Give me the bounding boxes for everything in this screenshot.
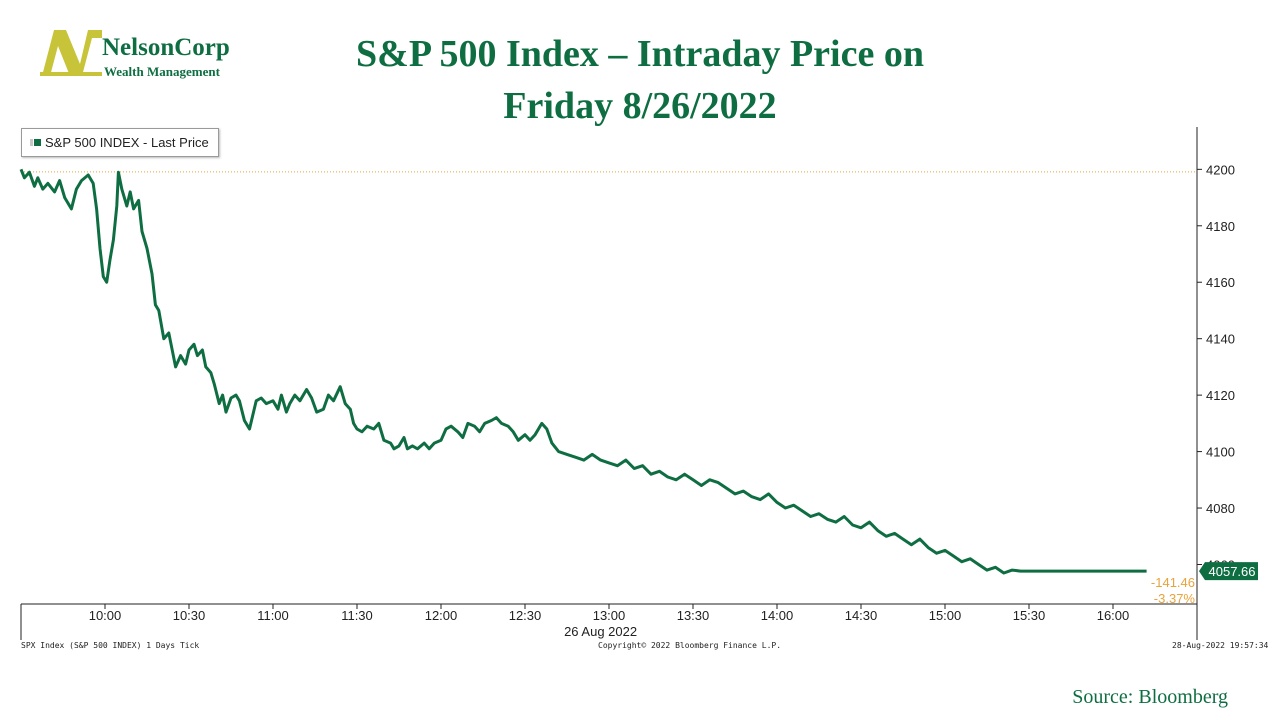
- y-tick-label-4160: 4160: [1206, 275, 1235, 290]
- y-tick-label-4120: 4120: [1206, 388, 1235, 403]
- x-axis-label: 26 Aug 2022: [564, 624, 637, 639]
- chart-plot: [19, 168, 1197, 575]
- y-tick-label-4140: 4140: [1206, 332, 1235, 347]
- x-tick-label-13:00: 13:00: [593, 608, 626, 623]
- chart-title-line2: Friday 8/26/2022: [503, 85, 777, 127]
- footer-ticker-info: SPX Index (S&P 500 INDEX) 1 Days Tick: [21, 641, 200, 650]
- y-tick-label-4200: 4200: [1206, 162, 1235, 177]
- x-tick-label-15:00: 15:00: [929, 608, 962, 623]
- x-tick-label-12:30: 12:30: [509, 608, 542, 623]
- x-tick-label-13:30: 13:30: [677, 608, 710, 623]
- legend-series-swatch: [34, 139, 41, 146]
- x-tick-label-12:00: 12:00: [425, 608, 458, 623]
- last-value-label: 4057.66: [1209, 564, 1256, 579]
- logo-tagline: Wealth Management: [104, 64, 220, 79]
- legend-series-label: S&P 500 INDEX - Last Price: [45, 135, 209, 150]
- x-tick-label-15:30: 15:30: [1013, 608, 1046, 623]
- change-label-0: -141.46: [1151, 575, 1195, 590]
- x-tick-label-14:00: 14:00: [761, 608, 794, 623]
- footer-timestamp: 28-Aug-2022 19:57:34: [1172, 641, 1269, 650]
- chart-title-line1: S&P 500 Index – Intraday Price on: [356, 33, 924, 75]
- nelsoncorp-logo: NelsonCorp Wealth Management: [40, 26, 250, 82]
- footer-copyright: Copyright© 2022 Bloomberg Finance L.P.: [598, 641, 782, 650]
- y-tick-label-4080: 4080: [1206, 501, 1235, 516]
- last-value-box: [1199, 562, 1258, 581]
- chart-labels: 4057.66 -141.46-3.37%: [1151, 562, 1258, 606]
- x-tick-label-16:00: 16:00: [1097, 608, 1130, 623]
- x-tick-label-14:30: 14:30: [845, 608, 878, 623]
- x-tick-label-10:30: 10:30: [173, 608, 206, 623]
- change-label-1: -3.37%: [1154, 591, 1196, 606]
- source-credit: Source: Bloomberg: [1072, 686, 1228, 708]
- x-tick-label-11:00: 11:00: [257, 608, 289, 623]
- chart-axes: 4060408041004120414041604180420010:0010:…: [20, 127, 1235, 640]
- logo-company-name: NelsonCorp: [102, 34, 230, 61]
- y-tick-label-4180: 4180: [1206, 219, 1235, 234]
- series-line-0: [19, 168, 1147, 575]
- chart-legend: S&P 500 INDEX - Last Price: [21, 128, 219, 157]
- y-tick-label-4100: 4100: [1206, 445, 1235, 460]
- x-tick-label-11:30: 11:30: [341, 608, 373, 623]
- legend-grey-marker: [30, 139, 33, 146]
- x-tick-label-10:00: 10:00: [89, 608, 122, 623]
